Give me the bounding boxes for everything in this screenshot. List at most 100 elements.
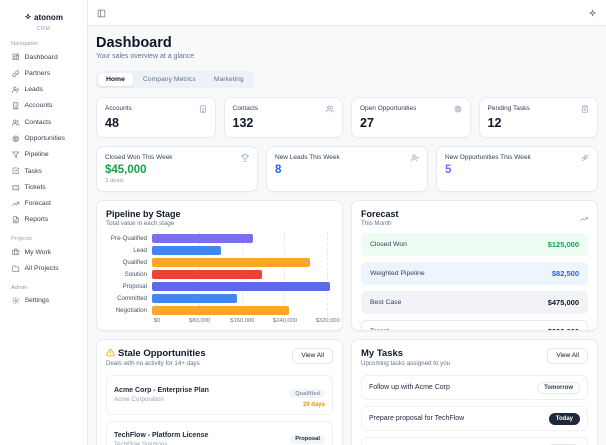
stale-view-all-button[interactable]: View All — [292, 347, 333, 364]
stage-badge: Proposal — [290, 434, 325, 444]
bar-proposal — [152, 281, 331, 291]
forecast-value: $82,500 — [551, 269, 579, 278]
tab-home[interactable]: Home — [98, 73, 133, 86]
chart-category-label: Solution — [124, 270, 147, 278]
ticket-icon — [12, 184, 20, 190]
file-text-icon — [12, 216, 19, 224]
chart-row: Committed — [106, 292, 333, 304]
task-item[interactable]: Prepare proposal for TechFlow Today — [361, 406, 588, 431]
lists-row: Stale Opportunities Deals with no activi… — [96, 338, 598, 445]
chart-x-tick: $320,000 — [315, 318, 340, 324]
forecast-row-target: Target $200,000 — [361, 320, 588, 330]
chart-x-tick: $240,000 — [272, 318, 298, 324]
briefcase-icon — [12, 249, 20, 256]
sidebar-toggle-button[interactable] — [97, 4, 106, 22]
stage-badge: Qualified — [290, 389, 325, 398]
trending-up-icon — [12, 201, 20, 206]
stale-opportunities-panel: Stale Opportunities Deals with no activi… — [96, 338, 343, 445]
stale-opportunities-title: Stale Opportunities — [118, 347, 206, 359]
sidebar-item-settings[interactable]: Settings — [8, 294, 79, 308]
sparkle-icon — [25, 13, 31, 20]
sidebar-item-tasks[interactable]: Tasks — [8, 164, 79, 178]
chart-row: Proposal — [106, 280, 333, 292]
check-square-icon — [12, 167, 20, 175]
folder-icon — [12, 265, 20, 272]
my-tasks-panel: My Tasks Upcoming tasks assigned to you … — [351, 338, 598, 445]
forecast-subtitle: This Month — [361, 220, 392, 227]
kpi-card-open-opportunities: Open Opportunities 27 — [351, 97, 471, 138]
alert-triangle-icon — [106, 348, 115, 358]
days-stale: 29 days — [302, 402, 325, 408]
forecast-title: Forecast — [361, 208, 399, 219]
sidebar-item-contacts[interactable]: Contacts — [8, 115, 79, 129]
brand-tagline: CRM — [36, 26, 51, 32]
topbar — [88, 0, 606, 26]
chart-x-tick: $160,000 — [230, 318, 255, 324]
sidebar-item-my-work[interactable]: My Work — [8, 245, 79, 259]
users-icon — [12, 119, 20, 126]
sparkles-icon — [581, 154, 589, 161]
kpi-value: 48 — [105, 115, 119, 130]
sidebar-item-dashboard[interactable]: Dashboard — [8, 50, 79, 64]
settings-icon — [12, 297, 20, 305]
theme-toggle-button[interactable] — [588, 4, 597, 22]
forecast-row-best-case: Best Case $475,000 — [361, 291, 588, 314]
pipeline-by-stage-panel: Pipeline by Stage Total value in each st… — [96, 199, 343, 331]
bar-lead — [152, 245, 221, 255]
sidebar-item-all-projects[interactable]: All Projects — [8, 261, 79, 275]
chart-row: Qualified — [106, 256, 333, 268]
trending-up-icon — [580, 216, 588, 221]
users-icon — [326, 105, 334, 113]
sidebar-item-opportunities[interactable]: Opportunities — [8, 131, 79, 145]
brand: atonom CRM — [0, 7, 87, 32]
stat-value: 5 — [445, 164, 452, 176]
stat-card-closed-won-this-week: Closed Won This Week $45,000 3 deals — [96, 145, 258, 192]
kpi-row: Accounts 48 Contacts 132 Open Opportunit… — [96, 97, 598, 138]
chart-row: Pre-Qualified — [106, 232, 333, 244]
chart-category-label: Lead — [133, 246, 147, 254]
kpi-card-accounts: Accounts 48 — [96, 97, 216, 138]
opportunity-item[interactable]: TechFlow - Platform License TechFlow Sol… — [106, 420, 333, 445]
bar-negotiation — [152, 305, 290, 315]
sidebar-item-leads[interactable]: Leads — [8, 83, 79, 97]
stat-value: $45,000 — [105, 164, 147, 176]
charts-row: Pipeline by Stage Total value in each st… — [96, 199, 598, 331]
brand-logo-icon — [24, 13, 32, 22]
task-item[interactable]: Follow up with Acme Corp Tomorrow — [361, 375, 588, 400]
sidebar-item-accounts[interactable]: Accounts — [8, 99, 79, 113]
stat-subtext: 3 deals — [105, 177, 124, 184]
sidebar-item-partners[interactable]: Partners — [8, 66, 79, 80]
chart-x-tick: $80,000 — [189, 318, 211, 324]
tab-marketing[interactable]: Marketing — [213, 76, 244, 83]
opportunity-item[interactable]: Acme Corp - Enterprise Plan Acme Corpora… — [106, 375, 333, 415]
user-plus-icon — [12, 86, 20, 93]
user-plus-icon — [411, 154, 419, 161]
sidebar-item-forecast[interactable]: Forecast — [8, 197, 79, 211]
kpi-value: 12 — [487, 115, 502, 130]
tasks-view-all-button[interactable]: View All — [547, 347, 588, 364]
task-item[interactable]: Schedule demo with Horizon Labs Feb 25 — [361, 437, 588, 445]
page-title: Dashboard — [96, 35, 172, 51]
page-subtitle: Your sales overview at a glance — [96, 53, 195, 60]
sparkle-icon — [589, 9, 596, 16]
funnel-icon — [12, 151, 20, 158]
stale-opportunities-subtitle: Deals with no activity for 14+ days — [106, 360, 200, 367]
building-icon — [199, 105, 206, 113]
target-icon — [454, 105, 461, 113]
pipeline-bar-chart: Pre-Qualified Lead Qualified Solution Pr… — [106, 232, 340, 326]
kpi-value: 27 — [360, 115, 374, 130]
kpi-card-pending-tasks: Pending Tasks 12 — [478, 97, 598, 138]
chart-category-label: Qualified — [122, 258, 147, 266]
bar-pre-qualified — [152, 233, 254, 243]
sidebar-item-pipeline[interactable]: Pipeline — [8, 148, 79, 162]
forecast-rows: Closed Won $125,000 Weighted Pipeline $8… — [361, 233, 588, 330]
brand-name: atonom — [34, 13, 63, 22]
my-tasks-list: Follow up with Acme Corp Tomorrow Prepar… — [361, 375, 588, 445]
sidebar-item-tickets[interactable]: Tickets — [8, 180, 79, 194]
main-area: Dashboard Your sales overview at a glanc… — [88, 0, 606, 445]
clipboard-icon — [582, 105, 588, 113]
chart-x-tick: $0 — [153, 318, 161, 324]
tab-company-metrics[interactable]: Company Metrics — [142, 76, 196, 83]
sidebar-item-reports[interactable]: Reports — [8, 213, 79, 227]
